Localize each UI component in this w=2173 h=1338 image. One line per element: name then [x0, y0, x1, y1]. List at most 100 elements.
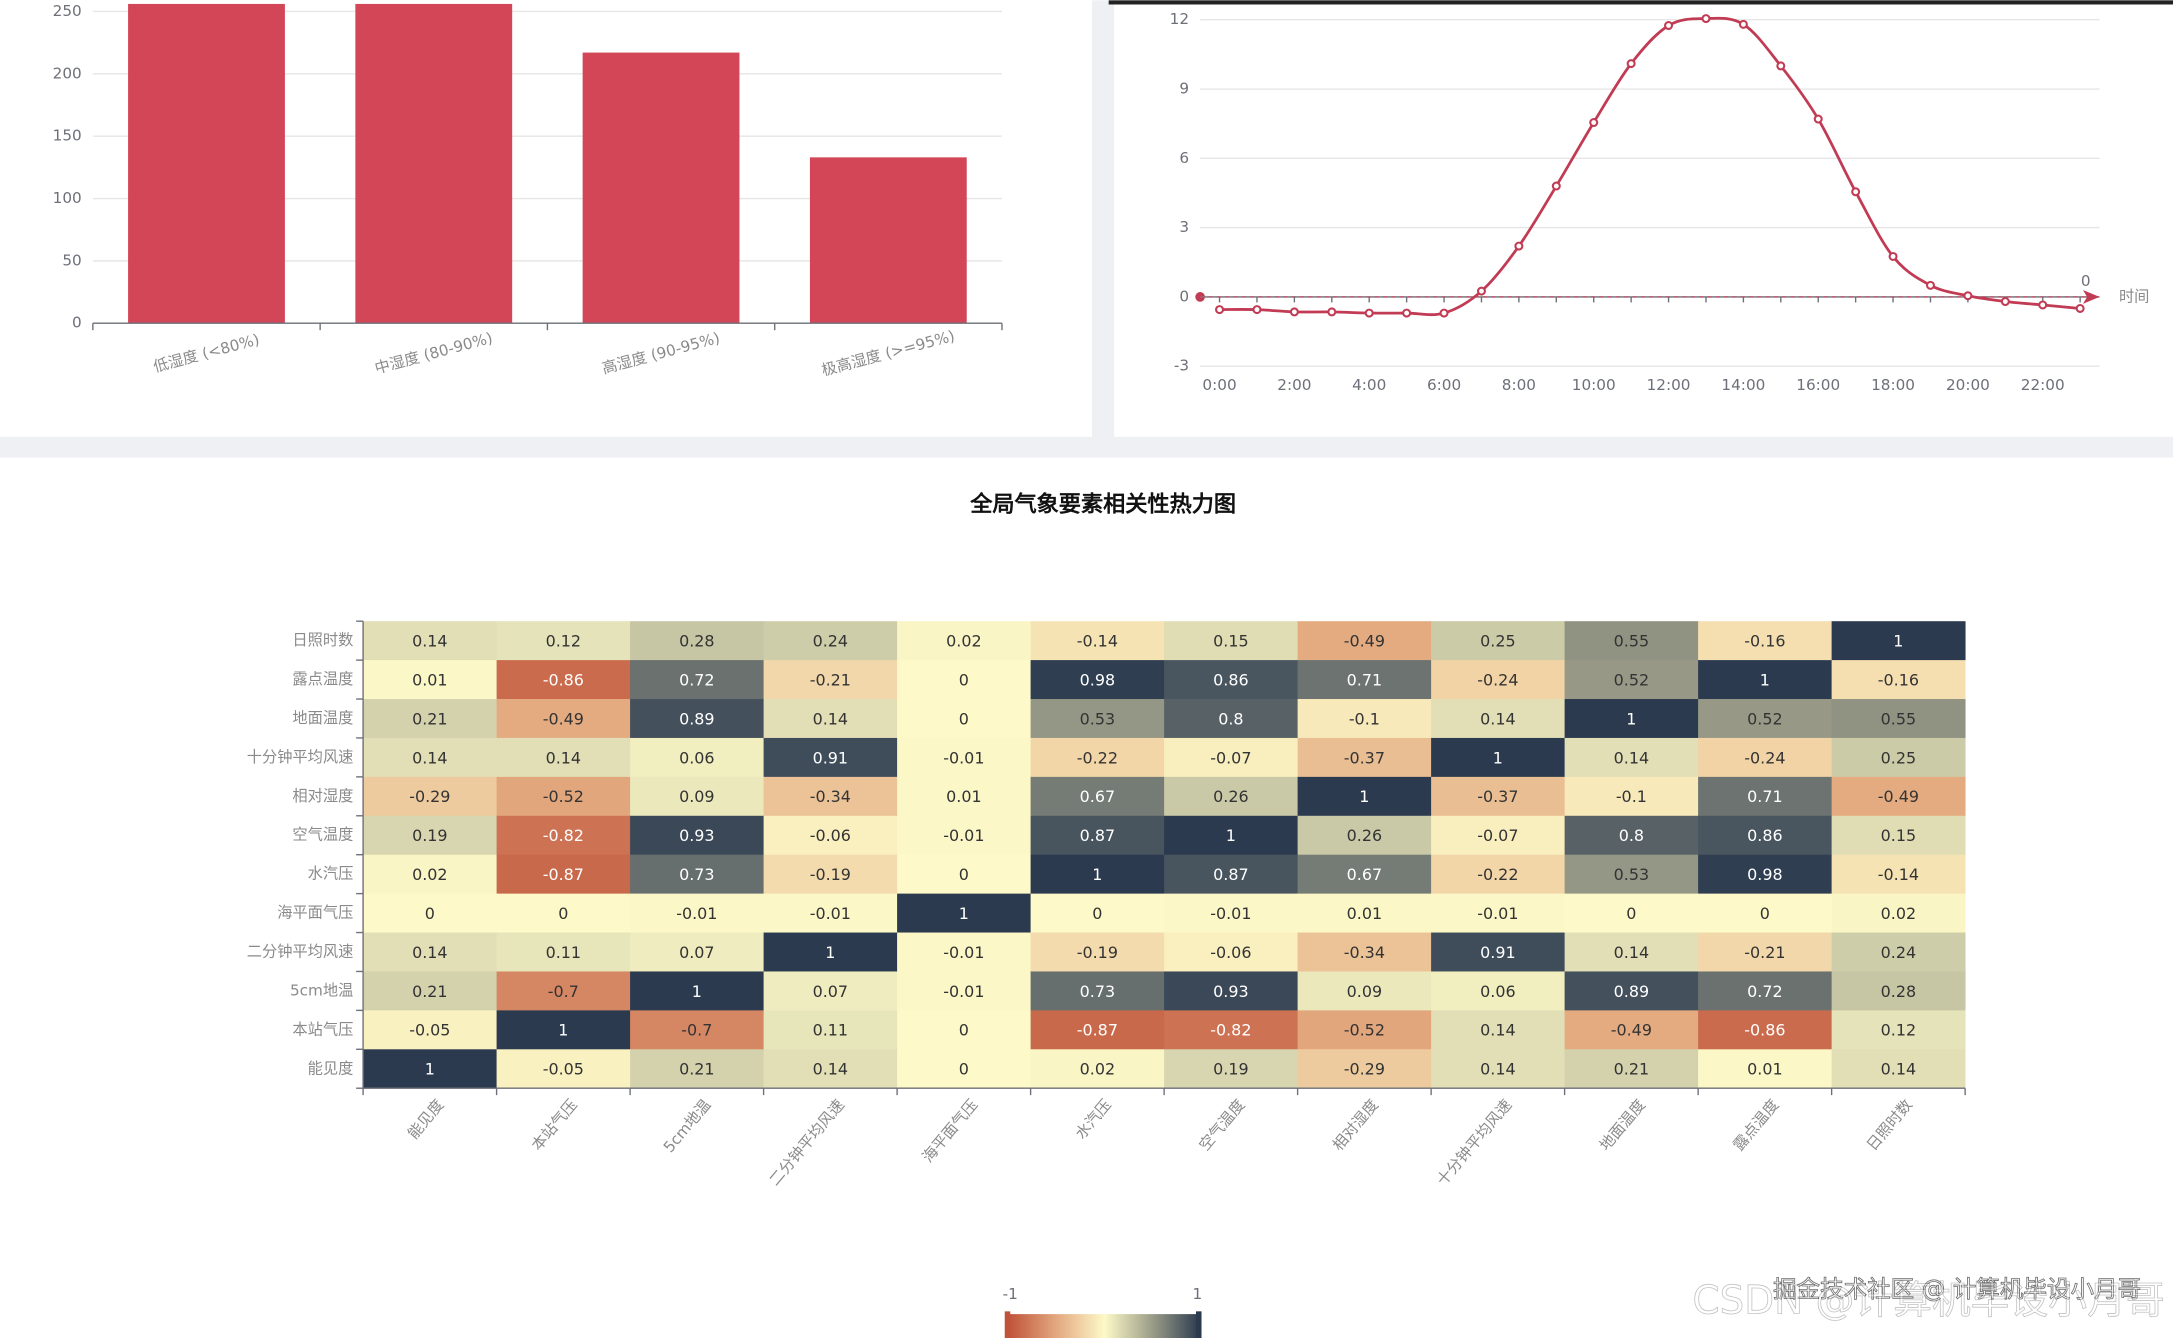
- heatmap-cell: [1030, 776, 1165, 817]
- cell-label: 0.8: [1218, 709, 1243, 728]
- cell-label: 0.12: [1881, 1021, 1916, 1040]
- visual-map-bar: [1008, 1314, 1201, 1338]
- cell-label: 0.52: [1747, 709, 1782, 728]
- y-tick-label: 十分钟平均风速: [247, 748, 354, 766]
- y-tick-label: 50: [62, 251, 81, 269]
- cell-label: 0.14: [1881, 1060, 1916, 1079]
- cell-label: 0: [959, 1060, 969, 1079]
- cell-label: 0.8: [1619, 826, 1644, 845]
- heatmap-cell: [363, 621, 498, 661]
- visual-map-min: -1: [1003, 1285, 1018, 1303]
- cell-label: 0.19: [412, 826, 447, 845]
- heatmap-cell: [1831, 854, 1966, 895]
- bar: [582, 52, 740, 324]
- cell-label: 1: [692, 982, 702, 1001]
- heatmap-cell: [496, 932, 631, 972]
- heatmap-cell: [1831, 776, 1966, 817]
- heatmap-cell: [1164, 854, 1299, 895]
- heatmap-cell: [1564, 854, 1699, 895]
- cell-label: 0.89: [1614, 982, 1649, 1001]
- cell-label: -0.21: [1744, 943, 1785, 962]
- y-tick-label: 本站气压: [292, 1020, 353, 1038]
- heatmap-cell: [1297, 932, 1432, 972]
- cell-label: 0.91: [1480, 943, 1515, 962]
- heatmap-cell: [1030, 815, 1165, 856]
- heatmap-cell: [1564, 699, 1699, 739]
- heatmap-cell: [630, 776, 765, 817]
- point: [1701, 14, 1711, 24]
- heatmap-cell: [496, 893, 631, 933]
- heatmap-cell: [1297, 1010, 1432, 1050]
- heatmap-cell: [897, 660, 1032, 700]
- cell-label: -0.24: [1477, 670, 1518, 689]
- cell-label: -0.29: [1344, 1060, 1385, 1079]
- cell-label: -0.01: [810, 904, 851, 923]
- cell-label: 0.01: [1347, 904, 1382, 923]
- card-border: [1108, 0, 2173, 5]
- heatmap-cell: [1431, 621, 1566, 661]
- cell-label: -0.19: [1077, 943, 1118, 962]
- heatmap-cell: [496, 660, 631, 700]
- cell-label: 0.01: [946, 787, 981, 806]
- cell-label: 0.24: [1881, 943, 1916, 962]
- x-axis-name: 时间: [2119, 287, 2149, 305]
- cell-label: 0.71: [1347, 670, 1382, 689]
- heatmap-cell: [1831, 893, 1966, 933]
- heatmap-cell: [1164, 699, 1299, 739]
- heatmap-cell: [496, 699, 631, 739]
- cell-label: -0.01: [943, 826, 984, 845]
- point: [2038, 300, 2048, 310]
- cell-label: -0.06: [810, 826, 851, 845]
- bar: [355, 3, 513, 324]
- heatmap-cell: [1030, 699, 1165, 739]
- y-tick-label: 海平面气压: [277, 904, 353, 922]
- heatmap-cell: [1030, 1010, 1165, 1050]
- x-tick-label: 12:00: [1647, 376, 1691, 394]
- cell-label: 0: [1760, 904, 1770, 923]
- cell-label: -0.52: [543, 787, 584, 806]
- cell-label: 0.87: [1080, 826, 1115, 845]
- cell-label: 0.15: [1881, 826, 1916, 845]
- cell-label: 0.67: [1347, 865, 1382, 884]
- cell-label: 0.14: [546, 748, 581, 767]
- heatmap-cell: [1698, 854, 1833, 895]
- heatmap-cell: [363, 854, 498, 895]
- point: [1514, 241, 1524, 251]
- heatmap-cell: [1698, 776, 1833, 817]
- heatmap-cell: [897, 1010, 1032, 1050]
- heatmap-cell: [1831, 815, 1966, 856]
- heatmap-cell: [1030, 621, 1165, 661]
- cell-label: 0.26: [1213, 787, 1248, 806]
- heatmap-cell: [630, 699, 765, 739]
- cell-label: 0.72: [679, 670, 714, 689]
- bar: [809, 157, 967, 324]
- y-tick-label: 能见度: [308, 1059, 354, 1077]
- heatmap-cell: [763, 776, 898, 817]
- cell-label: -0.01: [1210, 904, 1251, 923]
- point: [1626, 59, 1636, 69]
- cell-label: -0.82: [1210, 1021, 1251, 1040]
- point: [1327, 307, 1337, 317]
- cell-label: -0.01: [943, 982, 984, 1001]
- cell-label: 0.25: [1881, 748, 1916, 767]
- x-tick-label: 18:00: [1871, 376, 1915, 394]
- y-tick-label: 3: [1179, 218, 1189, 236]
- heatmap-cell: [897, 815, 1032, 856]
- heatmap-cell: [763, 699, 898, 739]
- y-tick-label: 露点温度: [292, 670, 353, 688]
- heatmap-cell: [1831, 660, 1966, 700]
- cell-label: 0: [1626, 904, 1636, 923]
- heatmap-cell: [1297, 621, 1432, 661]
- heatmap-cell: [363, 932, 498, 972]
- point: [1364, 308, 1374, 318]
- heatmap-cell: [1030, 737, 1165, 778]
- cell-label: -0.14: [1878, 865, 1919, 884]
- point: [2000, 297, 2010, 307]
- heatmap-cell: [363, 815, 498, 856]
- heatmap-cell: [1164, 893, 1299, 933]
- heatmap-cell: [630, 660, 765, 700]
- heatmap-cell: [763, 815, 898, 856]
- heatmap-cell: [1297, 893, 1432, 933]
- cell-label: 0.14: [1480, 709, 1515, 728]
- cell-label: -0.1: [1349, 709, 1380, 728]
